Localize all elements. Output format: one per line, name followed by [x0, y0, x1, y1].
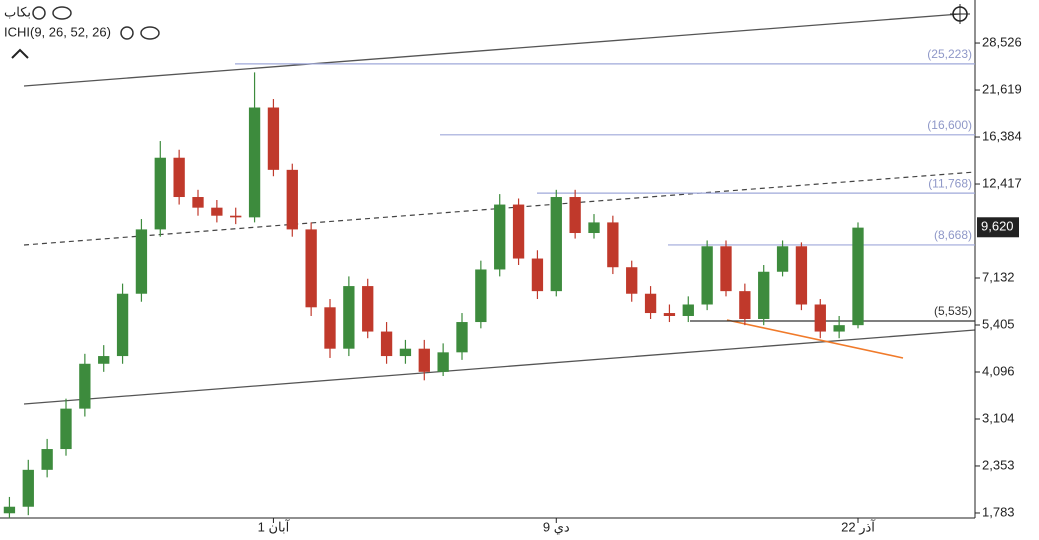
- indicator: ICHI(9, 26, 52, 26): [4, 24, 111, 39]
- candle-body: [795, 246, 808, 305]
- x-tick-label: 22 آذر: [841, 518, 876, 535]
- level-label: (5,535): [934, 304, 972, 318]
- candle-body: [588, 222, 600, 234]
- candle-body: [475, 269, 487, 323]
- candle-body: [437, 352, 449, 372]
- candle-body: [682, 304, 694, 316]
- candle-body: [267, 107, 280, 170]
- candle-body: [173, 157, 185, 198]
- settings-icon[interactable]: [120, 26, 134, 40]
- candle-body: [98, 356, 110, 364]
- candle-body: [22, 469, 34, 507]
- candle-body: [720, 246, 732, 292]
- x-tick-label: 1 آبان: [258, 518, 291, 534]
- y-tick-label: 21,619: [982, 81, 1022, 96]
- candle-body: [154, 157, 166, 230]
- candle-body: [852, 227, 864, 326]
- channel-bottom: [23, 329, 976, 405]
- candle-body: [192, 197, 204, 208]
- candle-body: [135, 229, 148, 294]
- y-tick-label: 7,132: [982, 269, 1015, 284]
- candle-body: [211, 207, 223, 216]
- candle-body: [758, 271, 770, 319]
- level-label: (25,223): [927, 47, 972, 61]
- candle-body: [3, 506, 16, 514]
- candle-body: [286, 169, 298, 230]
- channel-top: [23, 13, 961, 87]
- candle-body: [116, 293, 129, 357]
- candle-body: [531, 258, 544, 292]
- candle-body: [512, 204, 525, 259]
- last-price-label: 9,620: [981, 219, 1014, 234]
- candle-body: [305, 229, 317, 308]
- support-line: [726, 319, 904, 359]
- candle-body: [418, 348, 430, 372]
- candle-body: [833, 325, 845, 332]
- candle-body: [41, 449, 53, 470]
- y-tick-label: 5,405: [982, 316, 1015, 331]
- candle-body: [739, 291, 751, 319]
- candle-body: [362, 286, 374, 332]
- symbol: بكاب: [4, 4, 31, 19]
- candle-body: [814, 304, 826, 332]
- candle-body: [550, 197, 562, 292]
- candle-body: [776, 246, 789, 272]
- y-tick-label: 2,353: [982, 457, 1015, 472]
- settings-icon[interactable]: [32, 6, 46, 20]
- last-price-box: [977, 217, 1019, 238]
- candle-body: [644, 293, 657, 314]
- y-tick-label: 12,417: [982, 175, 1022, 190]
- candle-body: [343, 286, 355, 349]
- candle-body: [79, 363, 91, 409]
- candle-body: [569, 197, 581, 234]
- candle-body: [663, 313, 676, 316]
- y-tick-label: 4,096: [982, 363, 1015, 378]
- collapse-icon[interactable]: [11, 48, 29, 59]
- level-label: (8,668): [934, 228, 972, 242]
- candle-body: [248, 107, 261, 218]
- channel-mid: [23, 171, 976, 246]
- level-label: (11,768): [928, 176, 972, 190]
- candle-body: [60, 408, 72, 450]
- y-tick-label: 16,384: [982, 128, 1022, 143]
- candle-body: [494, 204, 506, 270]
- x-tick-label: 9 دي: [543, 519, 570, 534]
- y-tick-label: 28,526: [982, 34, 1022, 49]
- candle-body: [380, 331, 393, 357]
- level-label: (16,600): [927, 118, 972, 132]
- candle-body: [626, 267, 638, 294]
- candle-body: [607, 222, 619, 268]
- candle-body: [324, 307, 336, 349]
- hide-icon[interactable]: [140, 26, 160, 40]
- candle-body: [399, 348, 412, 357]
- candle-body: [701, 246, 713, 305]
- candle-body: [230, 215, 242, 218]
- visibility-icon[interactable]: [52, 6, 72, 20]
- y-tick-label: 1,783: [982, 504, 1015, 519]
- y-tick-label: 3,104: [982, 410, 1015, 425]
- candle-body: [456, 322, 468, 353]
